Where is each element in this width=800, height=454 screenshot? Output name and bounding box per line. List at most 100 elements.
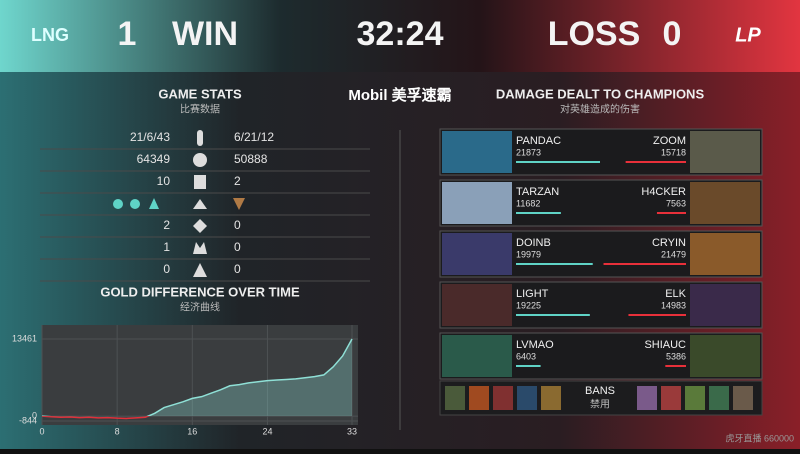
stat-left: 21/6/43 [130,130,170,144]
damage-bar [628,314,686,316]
damage-value: 21479 [661,249,686,259]
stat-right: 6/21/12 [234,130,274,144]
damage-value: 19225 [516,300,541,310]
ban-icon [637,386,657,410]
damage-value: 19979 [516,249,541,259]
champion-portrait [690,131,760,173]
damage-value: 5386 [666,351,686,361]
dragon-taken [149,198,159,209]
section-subtitle: 比赛数据 [180,103,220,116]
ban-icon [661,386,681,410]
section-title: GAME STATS [158,86,242,101]
chart-subtitle: 经济曲线 [180,301,220,314]
champion-portrait [442,182,512,224]
damage-bar [516,314,590,316]
damage-value: 11682 [516,198,540,208]
bans [445,386,753,410]
score: 1 [118,15,137,53]
damage-value: 6403 [516,351,536,361]
champion-portrait [442,131,512,173]
damage-bar [603,263,686,265]
x-tick-label: 24 [262,426,272,436]
stat-right: 0 [234,262,241,276]
champion-portrait [690,335,760,377]
section-title: DAMAGE DEALT TO CHAMPIONS [496,86,705,101]
stat-right: 0 [234,240,241,254]
champion-portrait [690,182,760,224]
dragon-taken [130,199,140,209]
x-tick-label: 16 [187,426,197,436]
damage-value: 21873 [516,147,541,157]
ban-icon [709,386,729,410]
gold-line [42,338,353,417]
stat-left: 2 [163,218,170,232]
watermark: 虎牙直播 660000 [725,432,794,443]
kda-icon [197,130,203,146]
player-name: ZOOM [653,135,686,147]
result: LOSS [548,15,641,53]
stat-left: 10 [157,174,171,188]
top-bar [0,0,800,72]
champion-portrait [442,335,512,377]
baron-icon [193,242,207,254]
dragon-row [113,198,245,210]
dragon-taken [113,199,123,209]
damage-value: 15718 [661,147,686,157]
chart-background [42,325,358,425]
ban-icon [493,386,513,410]
ban-icon [469,386,489,410]
dragon-icon [193,199,207,209]
damage-bar [516,365,541,367]
y-tick-label: 0 [32,411,37,421]
elder-icon [193,263,207,277]
ban-icon [445,386,465,410]
result: WIN [172,15,238,53]
damage-bar [516,161,600,163]
damage-bar [625,161,686,163]
game-time: 32:24 [357,15,444,53]
champion-portrait [690,284,760,326]
stat-left: 1 [163,240,170,254]
stat-right: 2 [234,174,241,188]
dragon-taken [233,198,245,210]
team-logo: LNG [31,25,69,45]
stat-left: 64349 [137,152,171,166]
section-subtitle: 对英雄造成的伤害 [560,103,640,116]
damage-value: 7563 [666,198,686,208]
bans-subtitle: 禁用 [590,399,610,411]
ban-icon [685,386,705,410]
ban-icon [733,386,753,410]
y-tick-label: -844 [19,415,37,425]
stat-left: 0 [163,262,170,276]
damage-bar [656,212,686,214]
chart-title: GOLD DIFFERENCE OVER TIME [100,284,300,299]
gold-area [148,339,352,417]
stat-right: 50888 [234,152,268,166]
champion-portrait [442,284,512,326]
damage-bar [516,263,593,265]
player-name: PANDAC [516,135,561,147]
gold-icon [193,153,207,167]
player-name: ELK [665,288,686,300]
damage-bar [516,212,561,214]
player-name: TARZAN [516,186,559,198]
damage-bar [665,365,686,367]
ban-icon [517,386,537,410]
score: 0 [663,15,682,53]
champion-portrait [690,233,760,275]
y-tick-label: 13461 [12,333,37,343]
x-tick-label: 0 [39,426,44,436]
player-name: CRYIN [652,237,686,249]
player-name: DOINB [516,237,551,249]
x-tick-label: 33 [347,426,357,436]
x-tick-label: 8 [115,426,120,436]
gold-line-negative [41,416,150,420]
player-name: SHIAUC [644,339,686,351]
champion-portrait [442,233,512,275]
tower-icon [194,175,206,189]
stat-icons [193,130,207,277]
sponsor: Mobil 美孚速霸 [348,86,451,104]
herald-icon [193,219,207,233]
stat-right: 0 [234,218,241,232]
